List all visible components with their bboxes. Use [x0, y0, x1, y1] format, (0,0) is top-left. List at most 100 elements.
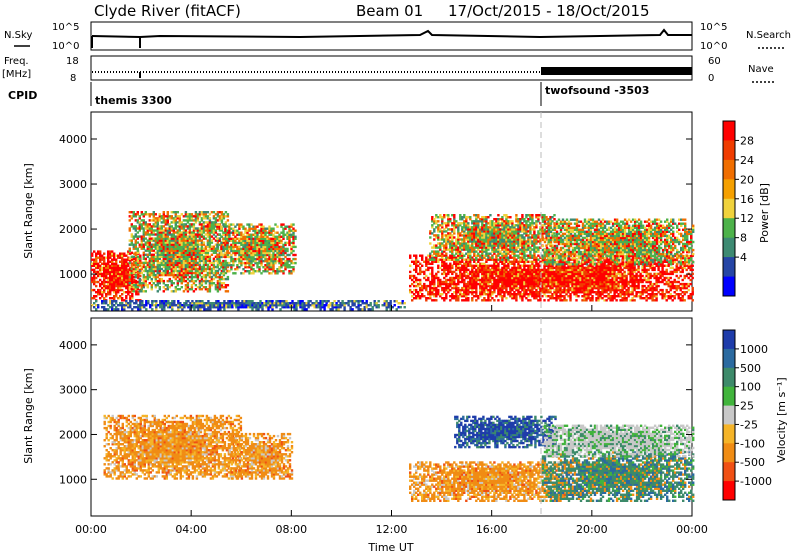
- data-cell: [577, 284, 580, 288]
- data-cell: [415, 264, 418, 267]
- data-cell: [473, 286, 476, 290]
- data-cell: [413, 297, 416, 300]
- data-cell: [559, 266, 562, 270]
- data-cell: [210, 275, 214, 279]
- data-cell: [121, 260, 124, 263]
- data-cell: [107, 252, 110, 255]
- data-cell: [575, 291, 578, 294]
- data-cell: [617, 280, 620, 284]
- data-cell: [170, 259, 173, 263]
- data-cell: [683, 262, 686, 265]
- data-cell: [134, 229, 137, 232]
- data-cell: [198, 253, 202, 256]
- data-cell: [182, 219, 186, 222]
- data-cell: [451, 293, 454, 296]
- data-cell: [667, 280, 670, 284]
- data-cell: [561, 280, 564, 284]
- data-cell: [270, 229, 273, 232]
- data-cell: [531, 262, 534, 265]
- data-cell: [272, 249, 275, 253]
- data-cell: [661, 278, 664, 282]
- data-cell: [220, 243, 224, 246]
- data-cell: [270, 245, 273, 249]
- data-cell: [278, 245, 281, 249]
- data-cell: [168, 217, 171, 220]
- data-cell: [439, 278, 442, 282]
- data-cell: [142, 286, 145, 289]
- data-cell: [248, 235, 251, 238]
- data-cell: [288, 227, 291, 230]
- data-cell: [132, 215, 135, 218]
- data-cell: [95, 280, 98, 284]
- data-cell: [170, 215, 173, 218]
- data-cell: [521, 260, 524, 263]
- data-cell: [429, 254, 432, 257]
- data-cell: [129, 291, 132, 294]
- data-cell: [465, 270, 468, 274]
- data-cell: [607, 288, 610, 292]
- data-cell: [551, 264, 554, 267]
- data-cell: [91, 264, 94, 267]
- data-cell: [457, 278, 460, 282]
- data-cell: [461, 278, 464, 282]
- data-cell: [595, 297, 598, 300]
- data-cell: [230, 239, 233, 242]
- data-cell: [264, 266, 267, 269]
- data-cell: [264, 239, 267, 242]
- data-cell: [501, 291, 504, 294]
- data-cell: [419, 272, 422, 276]
- data-cell: [288, 229, 291, 232]
- data-cell: [409, 264, 412, 267]
- data-cell: [621, 291, 624, 294]
- data-cell: [571, 288, 574, 292]
- data-cell: [665, 299, 668, 302]
- data-cell: [629, 293, 632, 296]
- data-cell: [421, 254, 424, 257]
- data-cell: [174, 255, 177, 258]
- data-cell: [589, 268, 592, 272]
- data-cell: [286, 235, 289, 238]
- data-cell: [208, 288, 212, 291]
- data-cell: [278, 266, 281, 269]
- data-cell: [585, 286, 588, 290]
- data-cell: [154, 247, 157, 250]
- data-cell: [523, 274, 526, 278]
- data-cell: [555, 299, 558, 302]
- data-cell: [232, 247, 235, 251]
- data-cell: [248, 239, 251, 242]
- data-cell: [150, 243, 153, 246]
- data-cell: [439, 252, 442, 255]
- data-cell: [132, 269, 135, 273]
- data-cell: [97, 264, 100, 267]
- data-cell: [613, 268, 616, 272]
- data-cell: [533, 264, 536, 267]
- data-cell: [238, 245, 241, 249]
- data-cell: [565, 299, 568, 302]
- data-cell: [123, 272, 126, 276]
- data-cell: [531, 295, 534, 298]
- data-cell: [140, 225, 143, 228]
- data-cell: [431, 291, 434, 294]
- data-cell: [493, 260, 496, 263]
- data-cell: [461, 266, 464, 270]
- data-cell: [264, 243, 267, 247]
- data-cell: [260, 241, 263, 245]
- data-cell: [671, 270, 674, 274]
- data-cell: [551, 270, 554, 274]
- data-cell: [119, 288, 122, 292]
- data-cell: [495, 270, 498, 274]
- data-cell: [282, 223, 285, 226]
- data-cell: [178, 261, 181, 265]
- data-cell: [533, 276, 536, 280]
- data-cell: [525, 297, 528, 300]
- data-cell: [409, 274, 412, 278]
- data-cell: [687, 264, 690, 267]
- data-cell: [639, 276, 642, 280]
- data-cell: [661, 270, 664, 274]
- data-cell: [174, 227, 177, 230]
- data-cell: [190, 241, 194, 244]
- nave-label: Nave: [748, 64, 774, 75]
- data-cell: [597, 288, 600, 292]
- data-cell: [445, 240, 448, 243]
- data-cell: [192, 271, 196, 275]
